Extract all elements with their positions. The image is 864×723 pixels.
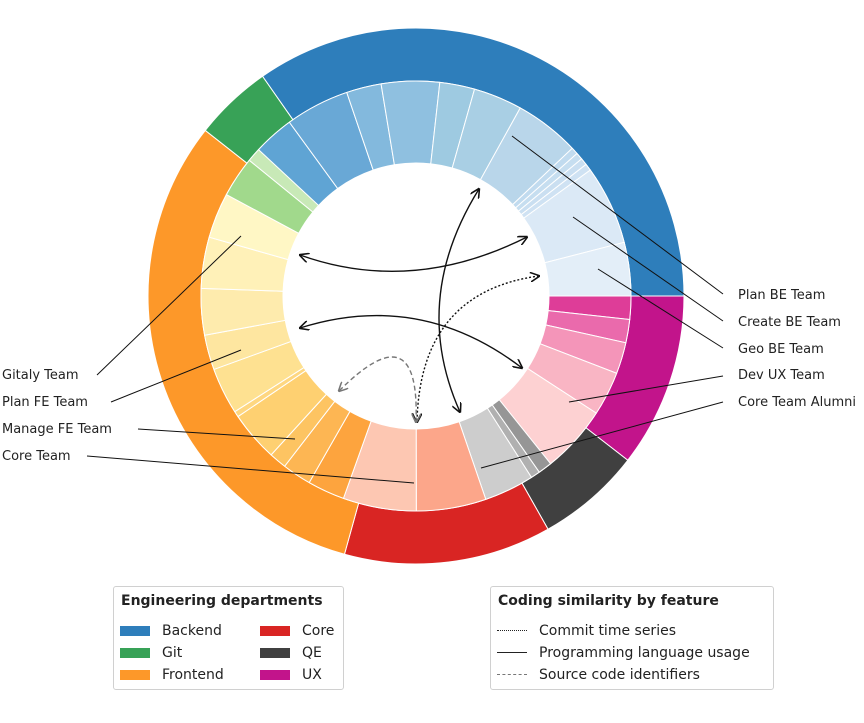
legend-swatch-backend [120,626,150,636]
inner-segment-backend-34 [544,241,632,297]
leader-plan-be [511,135,724,295]
leader-plan-fe [110,349,242,403]
label-manage-fe-team: Manage FE Team [2,422,112,437]
leader-core-alumni [480,401,724,469]
solid-arrow-middle-horizontal [300,314,522,368]
leader-gitaly [96,235,242,376]
leader-core-team [86,455,415,484]
label-dev-ux-team: Dev UX Team [738,368,825,383]
legend-swatch-ux [260,670,290,680]
legend-label-source-identifiers: Source code identifiers [539,667,700,683]
solid-arrow-vertical [438,189,479,412]
legend-label-language-usage: Programming language usage [539,645,750,661]
label-plan-be-team: Plan BE Team [738,288,825,303]
legend-swatch-git [120,648,150,658]
leader-geo-be [597,268,724,349]
legend-label-commit-time-series: Commit time series [539,623,676,639]
leader-dev-ux [568,375,724,403]
dotted-line-swatch [497,630,527,631]
legend-swatch-qe [260,648,290,658]
departments-legend: Engineering departments Backend Git Fron… [113,586,344,690]
departments-legend-title: Engineering departments [121,593,323,609]
team-inner-ring [200,80,632,512]
solid-arrow-top-horizontal [300,237,527,272]
dashed-arrow-identifiers [339,356,416,422]
label-core-team: Core Team [2,449,71,464]
similarity-legend-title: Coding similarity by feature [498,593,719,609]
legend-swatch-frontend [120,670,150,680]
legend-swatch-core [260,626,290,636]
legend-label-qe: QE [302,645,322,661]
label-create-be-team: Create BE Team [738,315,841,330]
legend-label-core: Core [302,623,335,639]
callout-labels: Plan BE Team Create BE Team Geo BE Team … [2,288,856,464]
legend-label-backend: Backend [162,623,222,639]
dashed-line-swatch [497,674,527,675]
label-core-team-alumni: Core Team Alumni [738,395,856,410]
similarity-arrows [300,189,539,422]
label-gitaly-team: Gitaly Team [2,368,79,383]
leader-create-be [572,216,724,322]
solid-line-swatch [497,652,527,653]
legend-label-git: Git [162,645,183,661]
similarity-legend: Coding similarity by feature Commit time… [490,586,774,690]
label-geo-be-team: Geo BE Team [738,342,824,357]
leader-manage-fe [137,428,296,440]
callout-leader-lines [86,135,724,484]
legend-label-frontend: Frontend [162,667,224,683]
label-plan-fe-team: Plan FE Team [2,395,88,410]
legend-label-ux: UX [302,667,322,683]
